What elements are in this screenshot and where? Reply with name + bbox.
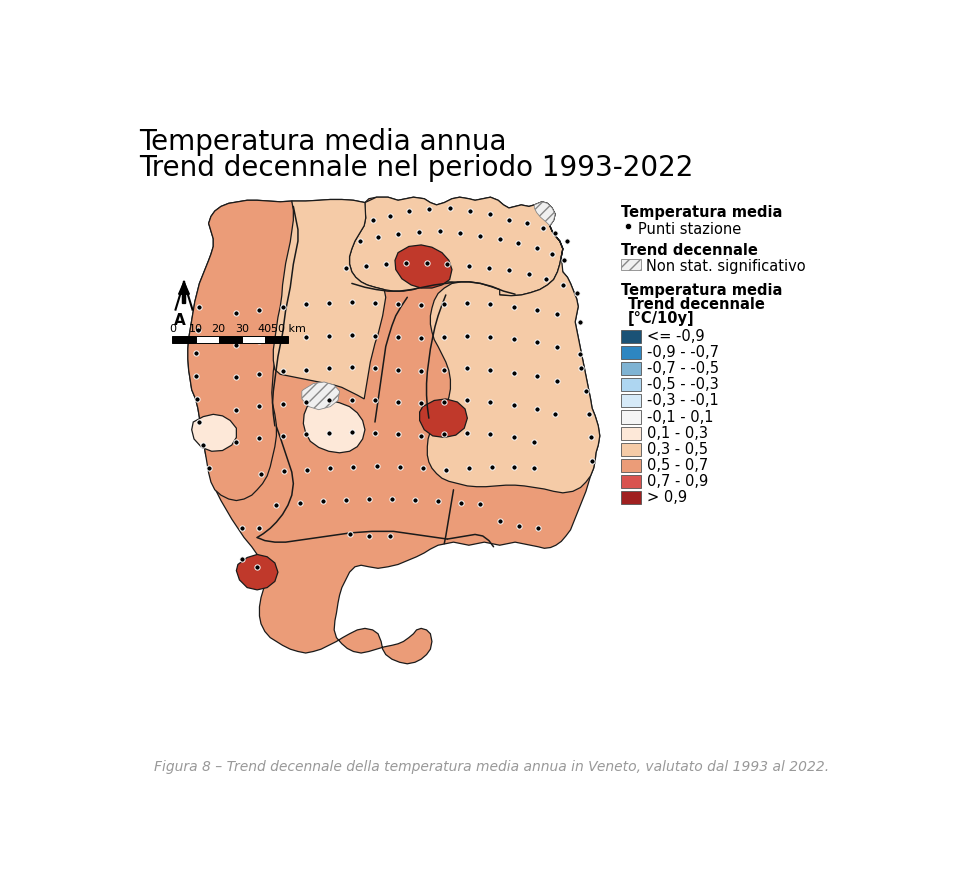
Polygon shape xyxy=(192,415,236,451)
Polygon shape xyxy=(301,382,340,409)
Polygon shape xyxy=(188,200,300,501)
Text: 0,5 - 0,7: 0,5 - 0,7 xyxy=(647,458,708,473)
Bar xyxy=(621,492,641,504)
Bar xyxy=(621,259,641,270)
Text: Non stat. significativo: Non stat. significativo xyxy=(646,259,805,274)
Bar xyxy=(621,378,641,392)
Bar xyxy=(219,336,242,343)
Text: 50 km: 50 km xyxy=(271,324,305,334)
Polygon shape xyxy=(236,555,278,590)
Bar xyxy=(621,427,641,439)
Text: [°C/10y]: [°C/10y] xyxy=(628,311,694,326)
Bar xyxy=(196,336,219,343)
Text: Temperatura media: Temperatura media xyxy=(621,205,782,220)
Polygon shape xyxy=(188,198,600,664)
Bar xyxy=(621,362,641,375)
Text: Punti stazione: Punti stazione xyxy=(638,222,741,237)
Bar xyxy=(242,336,265,343)
Polygon shape xyxy=(420,399,468,438)
Bar xyxy=(621,459,641,472)
Text: 10: 10 xyxy=(188,324,203,334)
Bar xyxy=(621,394,641,408)
Bar xyxy=(621,443,641,456)
Bar xyxy=(621,410,641,424)
Text: Temperatura media annua: Temperatura media annua xyxy=(139,128,507,156)
Polygon shape xyxy=(303,400,365,453)
Text: -0,7 - -0,5: -0,7 - -0,5 xyxy=(647,361,719,376)
Text: -0,1 - 0,1: -0,1 - 0,1 xyxy=(647,409,713,424)
Text: 0: 0 xyxy=(169,324,176,334)
Text: Figura 8 – Trend decennale della temperatura media annua in Veneto, valutato dal: Figura 8 – Trend decennale della tempera… xyxy=(155,760,829,774)
Text: Trend decennale nel periodo 1993-2022: Trend decennale nel periodo 1993-2022 xyxy=(139,154,694,182)
Text: 40: 40 xyxy=(258,324,272,334)
Polygon shape xyxy=(395,245,452,288)
Bar xyxy=(173,336,196,343)
Text: Trend decennale: Trend decennale xyxy=(621,244,758,259)
Polygon shape xyxy=(349,198,563,296)
Text: 20: 20 xyxy=(211,324,226,334)
Text: > 0,9: > 0,9 xyxy=(647,490,687,505)
Bar xyxy=(621,346,641,359)
Text: 0,7 - 0,9: 0,7 - 0,9 xyxy=(647,474,708,489)
Text: Trend decennale: Trend decennale xyxy=(628,298,764,312)
Text: Temperatura media: Temperatura media xyxy=(621,284,782,299)
Polygon shape xyxy=(427,226,600,493)
Polygon shape xyxy=(535,202,555,226)
Text: -0,9 - -0,7: -0,9 - -0,7 xyxy=(647,345,719,360)
Text: -0,5 - -0,3: -0,5 - -0,3 xyxy=(647,377,718,392)
Text: A: A xyxy=(175,313,186,328)
Text: 0,3 - 0,5: 0,3 - 0,5 xyxy=(647,442,708,457)
Bar xyxy=(265,336,288,343)
Polygon shape xyxy=(274,199,386,399)
Bar xyxy=(621,330,641,343)
Text: 0,1 - 0,3: 0,1 - 0,3 xyxy=(647,425,708,440)
Text: <= -0,9: <= -0,9 xyxy=(647,329,705,344)
Text: 30: 30 xyxy=(235,324,249,334)
Text: -0,3 - -0,1: -0,3 - -0,1 xyxy=(647,393,718,408)
FancyArrow shape xyxy=(179,282,189,303)
Bar xyxy=(621,475,641,488)
